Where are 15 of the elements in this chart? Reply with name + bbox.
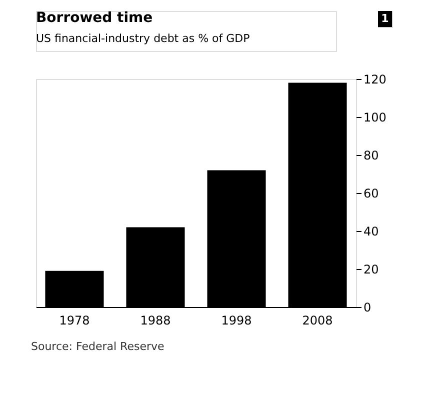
text: 1 bbox=[381, 12, 389, 25]
y-tick-label: 120 bbox=[364, 72, 386, 86]
x-tick-label: 2008 bbox=[302, 314, 333, 328]
y-tick-label: 20 bbox=[364, 262, 379, 276]
source-note: Source: Federal Reserve bbox=[31, 340, 164, 353]
x-tick-label: 1978 bbox=[59, 314, 90, 328]
y-tick-label: 0 bbox=[364, 300, 372, 314]
chart-title: Borrowed time bbox=[36, 10, 153, 26]
chart-subtitle: US financial-industry debt as % of GDP bbox=[36, 32, 250, 45]
x-tick-label: 1988 bbox=[140, 314, 171, 328]
x-tick-label: 1998 bbox=[221, 314, 252, 328]
y-tick-label: 60 bbox=[364, 186, 379, 200]
y-tick-label: 100 bbox=[364, 110, 386, 124]
y-tick-label: 40 bbox=[364, 224, 379, 238]
y-tick-label: 80 bbox=[364, 148, 379, 162]
